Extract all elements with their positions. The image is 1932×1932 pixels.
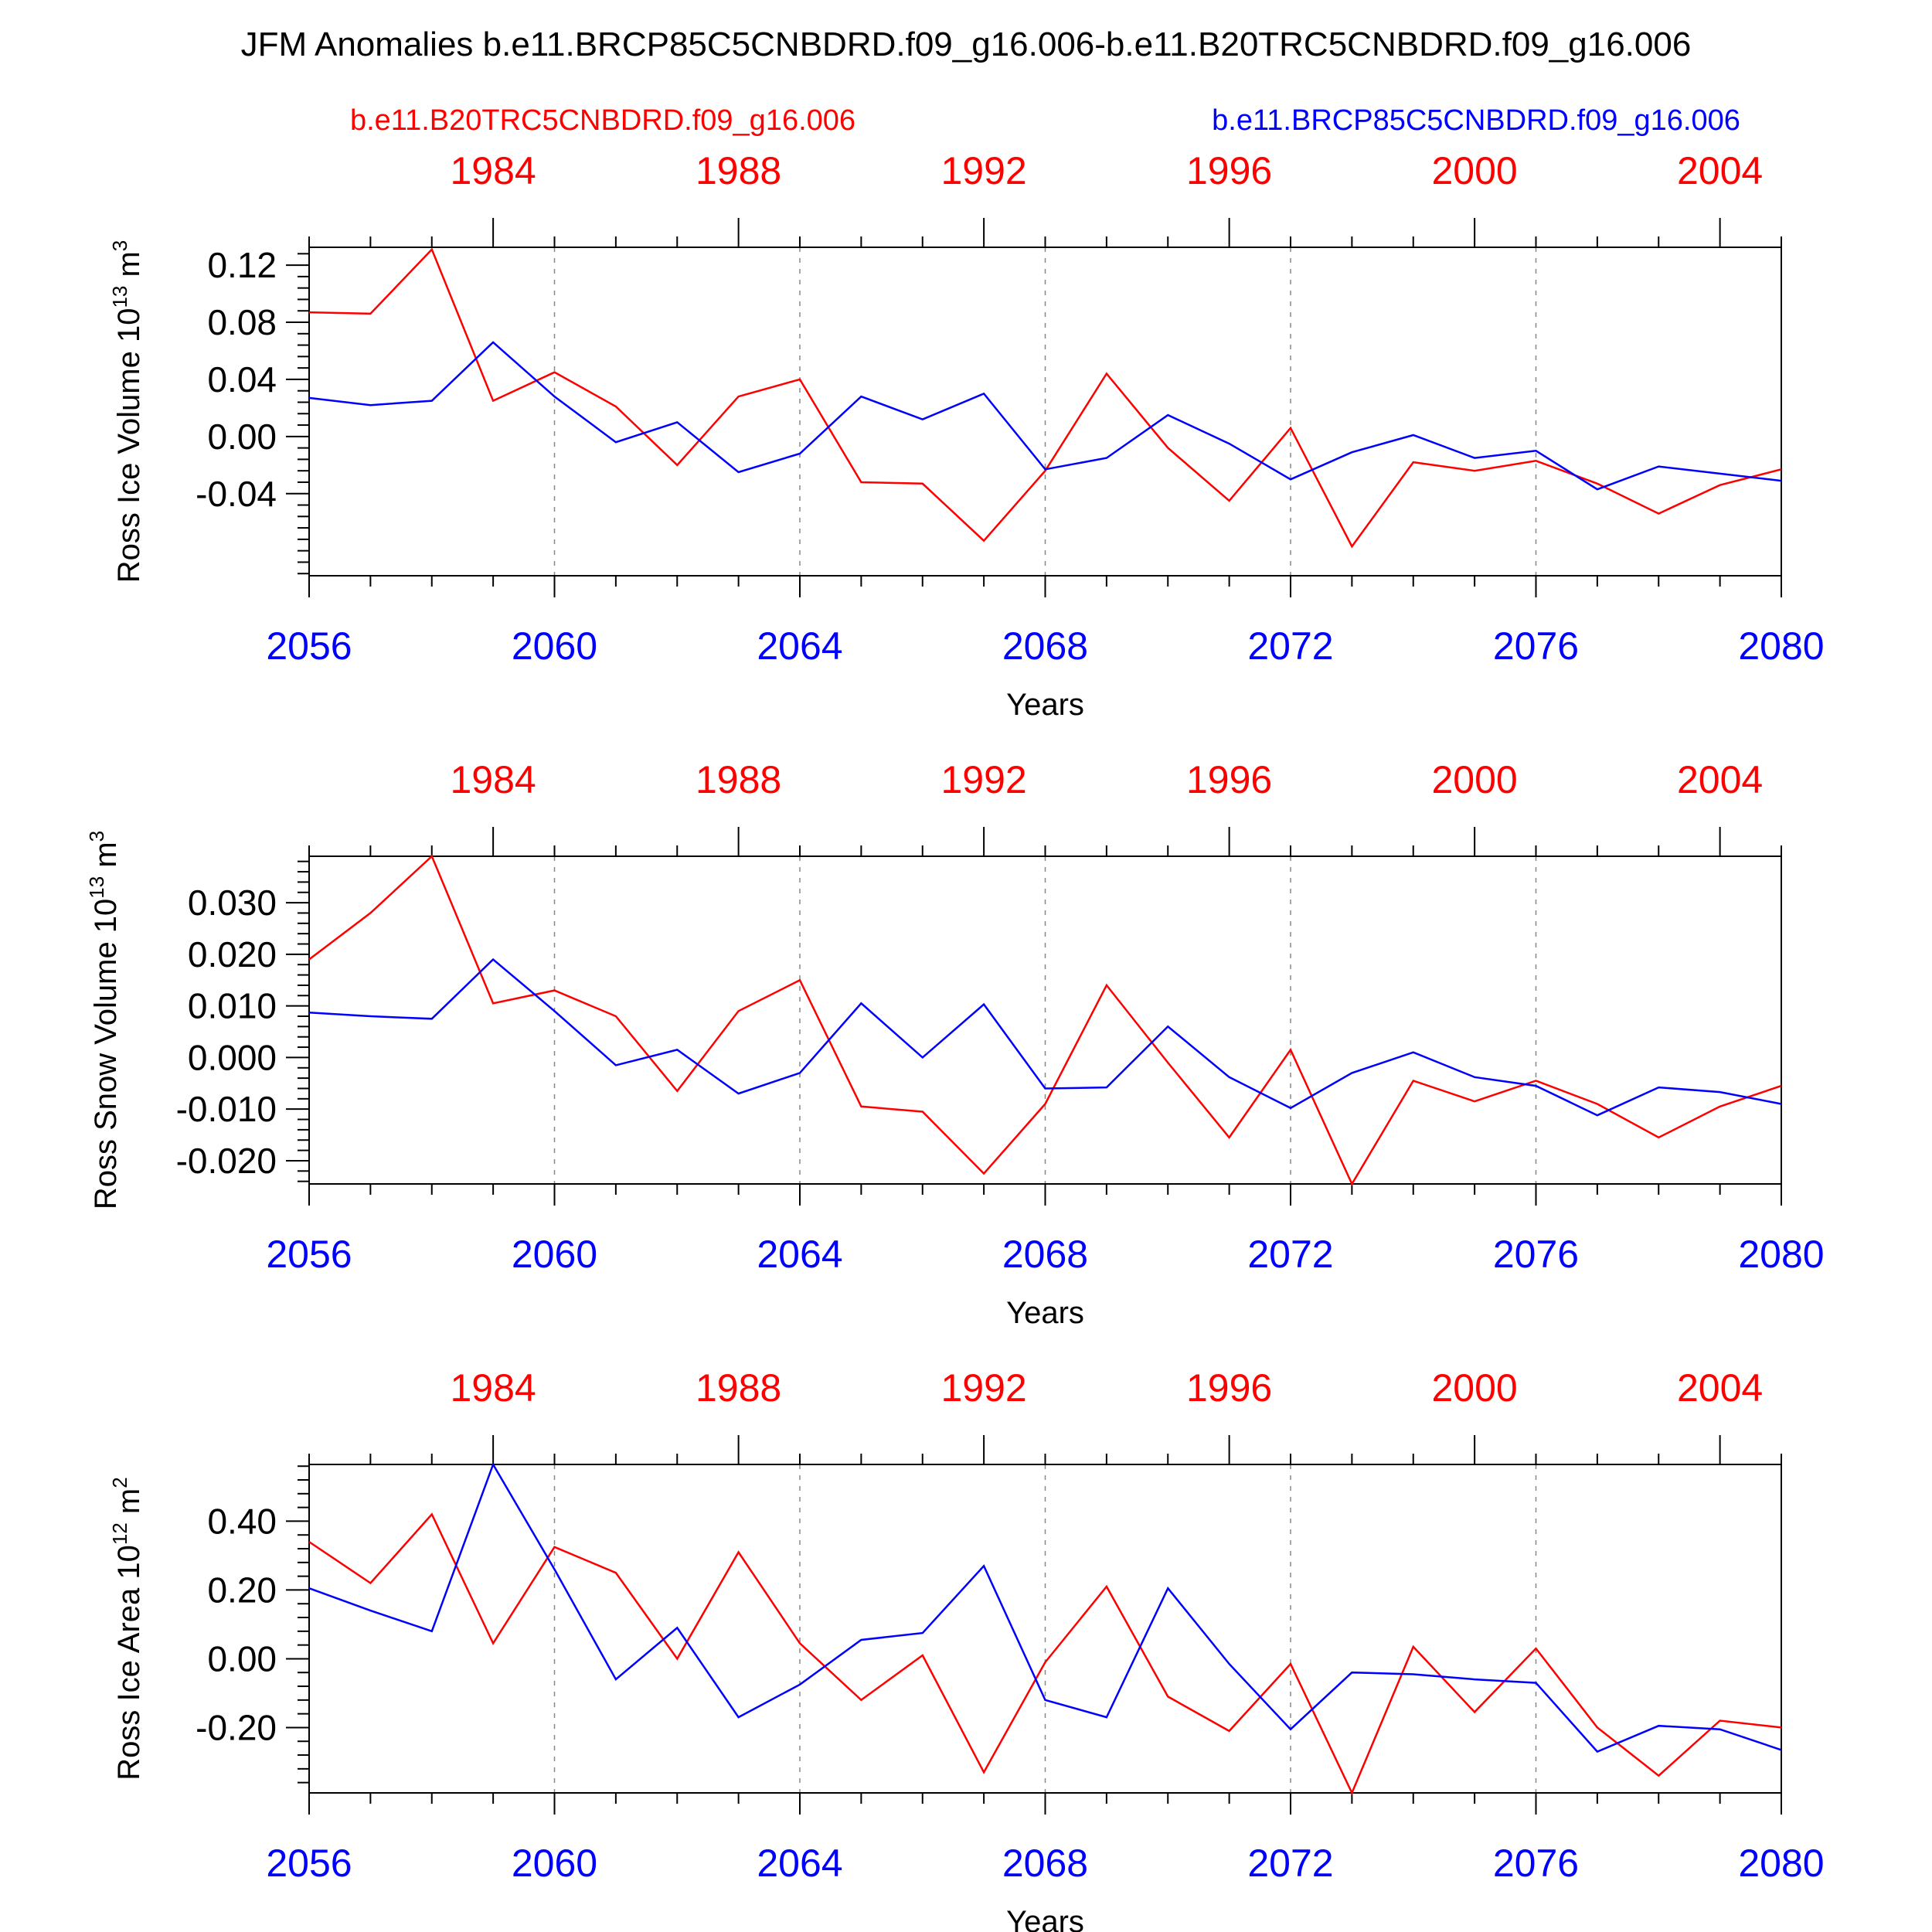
y-axis-label: Ross Ice Area 1012 m2 — [108, 1477, 146, 1780]
x-tick-label-top: 2000 — [1432, 149, 1518, 192]
x-tick-label-bottom: 2068 — [1002, 1233, 1088, 1276]
x-tick-label-top: 1988 — [696, 149, 781, 192]
x-tick-label-bottom: 2056 — [266, 1233, 352, 1276]
y-tick-label: 0.00 — [207, 1638, 277, 1679]
y-tick-label: 0.010 — [188, 986, 277, 1026]
x-axis-label: Years — [1006, 688, 1084, 722]
y-tick-label: 0.020 — [188, 934, 277, 975]
y-tick-label: 0.00 — [207, 417, 277, 457]
x-tick-label-top: 1992 — [941, 1366, 1027, 1410]
x-tick-label-top: 1984 — [451, 149, 536, 192]
x-tick-label-bottom: 2080 — [1738, 1233, 1824, 1276]
y-axis-label: Ross Snow Volume 1013 m3 — [85, 831, 123, 1209]
x-tick-label-top: 1996 — [1186, 1366, 1272, 1410]
y-axis-label-superscript: 3 — [108, 240, 131, 251]
y-axis-label-part: Ross Ice Area 10 — [112, 1545, 146, 1781]
x-tick-label-bottom: 2072 — [1247, 1842, 1333, 1885]
y-axis-label-superscript: 3 — [85, 831, 108, 842]
y-tick-label: 0.04 — [207, 359, 277, 400]
x-tick-label-bottom: 2068 — [1002, 1842, 1088, 1885]
chart-panel-1: 2056 2060 2064 2068 2072 2076 2080 Years 1984 198… — [108, 149, 1825, 722]
y-tick-label: 0.20 — [207, 1570, 277, 1610]
x-tick-label-top: 1984 — [451, 1366, 536, 1410]
y-axis-label-superscript: 12 — [108, 1522, 131, 1545]
y-tick-label: 0.12 — [207, 245, 277, 285]
x-tick-label-bottom: 2068 — [1002, 624, 1088, 668]
y-axis-label-superscript: 13 — [108, 286, 131, 308]
x-tick-label-bottom: 2060 — [512, 624, 597, 668]
y-axis-label-superscript: 13 — [85, 876, 108, 899]
x-tick-label-bottom: 2076 — [1493, 624, 1579, 668]
y-axis-label-part: m — [112, 1488, 146, 1522]
x-tick-label-bottom: 2064 — [757, 1842, 842, 1885]
x-tick-label-top: 2004 — [1677, 149, 1763, 192]
y-tick-label: 0.030 — [188, 883, 277, 923]
y-tick-label: 0.000 — [188, 1037, 277, 1077]
x-axis-label: Years — [1006, 1905, 1084, 1932]
series-line-blue — [308, 957, 1782, 1117]
x-tick-label-bottom: 2064 — [757, 624, 842, 668]
legend-blue-label: b.e11.BRCP85C5CNBDRD.f09_g16.006 — [1212, 104, 1740, 137]
x-tick-label-top: 2004 — [1677, 758, 1763, 801]
x-tick-label-top: 1996 — [1186, 758, 1272, 801]
x-tick-label-top: 1992 — [941, 149, 1027, 192]
x-tick-label-bottom: 2064 — [757, 1233, 842, 1276]
x-tick-label-bottom: 2072 — [1247, 1233, 1333, 1276]
x-tick-label-bottom: 2060 — [512, 1842, 597, 1885]
x-axis-label: Years — [1006, 1296, 1084, 1330]
y-axis-label-superscript: 2 — [108, 1477, 131, 1488]
x-tick-label-top: 1996 — [1186, 149, 1272, 192]
x-tick-label-top: 1992 — [941, 758, 1027, 801]
x-tick-label-bottom: 2080 — [1738, 1842, 1824, 1885]
x-tick-label-bottom: 2072 — [1247, 624, 1333, 668]
y-axis-label-part: m — [89, 842, 123, 876]
x-tick-label-bottom: 2076 — [1493, 1842, 1579, 1885]
y-axis-label-part: m — [112, 251, 146, 285]
legend-red-label: b.e11.B20TRC5CNBDRD.f09_g16.006 — [350, 104, 855, 137]
y-tick-label: 0.08 — [207, 302, 277, 342]
x-tick-label-bottom: 2076 — [1493, 1233, 1579, 1276]
x-tick-label-bottom: 2056 — [266, 624, 352, 668]
chart-panel-2: 2056 2060 2064 2068 2072 2076 2080 Years 1984 198… — [85, 758, 1825, 1330]
x-tick-label-top: 1988 — [696, 758, 781, 801]
x-tick-label-bottom: 2056 — [266, 1842, 352, 1885]
y-tick-label: 0.40 — [207, 1501, 277, 1541]
series-line-red — [308, 1512, 1782, 1796]
y-tick-label: -0.020 — [176, 1141, 277, 1181]
x-tick-label-top: 2000 — [1432, 1366, 1518, 1410]
figure-title: JFM Anomalies b.e11.BRCP85C5CNBDRD.f09_g… — [241, 26, 1692, 63]
x-tick-label-bottom: 2060 — [512, 1233, 597, 1276]
y-tick-label: -0.04 — [196, 474, 277, 514]
x-tick-label-bottom: 2080 — [1738, 624, 1824, 668]
y-axis-label-part: Ross Ice Volume 10 — [112, 308, 146, 583]
chart-panel-3: 2056 2060 2064 2068 2072 2076 2080 Years 1984 198… — [108, 1366, 1825, 1932]
y-tick-label: -0.20 — [196, 1707, 277, 1747]
y-axis-label-part: Ross Snow Volume 10 — [89, 899, 123, 1209]
x-tick-label-top: 1984 — [451, 758, 536, 801]
series-line-red — [308, 247, 1782, 549]
x-tick-label-top: 1988 — [696, 1366, 781, 1410]
y-tick-label: -0.010 — [176, 1089, 277, 1129]
x-tick-label-top: 2004 — [1677, 1366, 1763, 1410]
y-axis-label: Ross Ice Volume 1013 m3 — [108, 240, 146, 583]
x-tick-label-top: 2000 — [1432, 758, 1518, 801]
